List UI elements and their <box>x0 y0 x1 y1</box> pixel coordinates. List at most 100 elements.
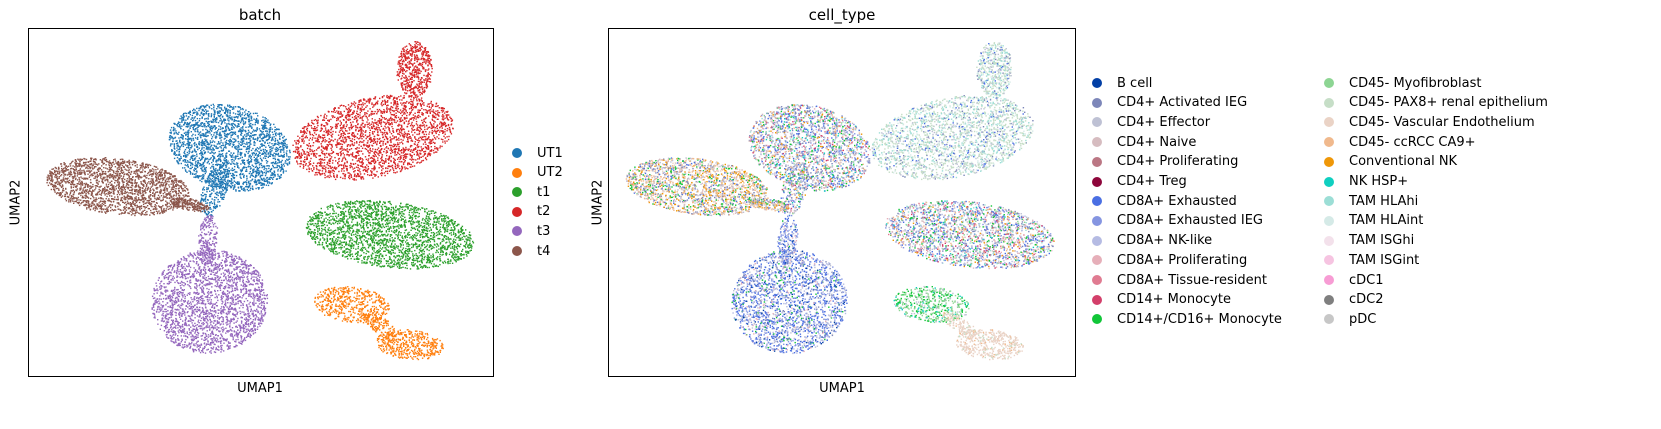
legend-marker-icon <box>1324 314 1334 325</box>
legend-label: Conventional NK <box>1349 154 1457 169</box>
batch-legend-item: t4 <box>512 243 550 259</box>
cell-type-cluster <box>885 200 1055 270</box>
legend-marker-icon <box>1324 294 1334 305</box>
legend-label: UT2 <box>537 165 563 180</box>
cell-type-legend-item: CD8A+ Exhausted <box>1092 193 1237 209</box>
legend-label: CD8A+ Proliferating <box>1117 253 1247 268</box>
legend-marker-icon <box>512 206 522 217</box>
legend-marker-icon <box>1092 196 1102 207</box>
cell-type-cluster <box>942 312 978 338</box>
legend-label: CD45- Myofibroblast <box>1349 76 1481 91</box>
legend-label: CD14+ Monocyte <box>1117 292 1231 307</box>
cell-type-legend-item: cDC1 <box>1324 272 1384 288</box>
batch-x-axis-label: UMAP1 <box>160 381 360 396</box>
cell-type-legend-item: CD45- PAX8+ renal epithelium <box>1324 95 1548 111</box>
legend-label: cDC2 <box>1349 292 1384 307</box>
legend-marker-icon <box>1092 215 1102 226</box>
cell-type-legend-item: cDC2 <box>1324 292 1384 308</box>
legend-label: CD4+ Treg <box>1117 174 1187 189</box>
legend-label: pDC <box>1349 312 1376 327</box>
batch-y-axis-label: UMAP2 <box>9 163 24 243</box>
cell-type-legend-item: CD8A+ Tissue-resident <box>1092 272 1267 288</box>
legend-marker-icon <box>1092 137 1102 148</box>
legend-label: UT1 <box>537 146 563 161</box>
batch-cluster <box>314 286 390 324</box>
legend-label: TAM HLAint <box>1349 213 1423 228</box>
cell-type-legend-item: TAM ISGint <box>1324 252 1419 268</box>
legend-marker-icon <box>1092 176 1102 187</box>
cell-type-plot-title: cell_type <box>742 6 942 24</box>
batch-legend: UT1 UT2 t1 t2 t3 t4 <box>512 145 582 265</box>
cell-type-legend-item: B cell <box>1092 75 1152 91</box>
batch-legend-item: t2 <box>512 204 550 220</box>
legend-marker-icon <box>1324 78 1334 88</box>
cell-type-cluster <box>871 95 1034 181</box>
legend-marker-icon <box>1092 156 1102 167</box>
legend-label: t4 <box>537 244 550 259</box>
legend-label: CD8A+ Exhausted IEG <box>1117 213 1263 228</box>
batch-legend-item: UT1 <box>512 145 563 161</box>
cell-type-legend-item: CD8A+ Exhausted IEG <box>1092 213 1263 229</box>
cell-type-cluster <box>625 157 769 217</box>
cell-type-scatter-plot <box>608 28 1076 377</box>
legend-marker-icon <box>1324 196 1334 207</box>
legend-marker-icon <box>1092 235 1102 246</box>
cell-type-cluster <box>956 329 1024 361</box>
batch-cluster <box>169 196 210 213</box>
legend-marker-icon <box>1324 275 1334 285</box>
legend-label: CD4+ Proliferating <box>1117 154 1238 169</box>
legend-marker-icon <box>1324 255 1334 266</box>
legend-marker-icon <box>512 148 522 158</box>
cell-type-legend-item: CD8A+ NK-like <box>1092 233 1212 249</box>
legend-label: B cell <box>1117 76 1152 91</box>
batch-cluster <box>197 214 219 265</box>
cell-type-legend-item: CD8A+ Proliferating <box>1092 252 1247 268</box>
batch-scatter-plot <box>28 28 494 377</box>
batch-cluster <box>396 41 433 98</box>
cell-type-cluster <box>976 42 1012 98</box>
legend-label: TAM ISGhi <box>1349 233 1414 248</box>
legend-label: NK HSP+ <box>1349 174 1408 189</box>
legend-label: CD4+ Naive <box>1117 135 1196 150</box>
batch-cluster <box>46 157 190 217</box>
cell-type-legend-item: CD45- Vascular Endothelium <box>1324 114 1535 130</box>
legend-label: CD4+ Activated IEG <box>1117 95 1247 110</box>
legend-label: CD4+ Effector <box>1117 115 1210 130</box>
cell-type-cluster <box>776 214 799 265</box>
cell-type-x-axis-label: UMAP1 <box>742 381 942 396</box>
legend-marker-icon <box>1324 215 1334 226</box>
legend-marker-icon <box>1092 97 1102 108</box>
legend-label: CD45- ccRCC CA9+ <box>1349 135 1476 150</box>
batch-cluster <box>292 94 454 181</box>
legend-label: CD8A+ NK-like <box>1117 233 1212 248</box>
batch-cluster <box>199 163 230 218</box>
batch-cluster <box>168 103 291 192</box>
cell-type-legend-item: Conventional NK <box>1324 154 1457 170</box>
cell-type-legend-item: TAM HLAhi <box>1324 193 1418 209</box>
cell-type-legend-item: pDC <box>1324 311 1376 327</box>
legend-marker-icon <box>512 167 522 178</box>
legend-marker-icon <box>1324 137 1334 148</box>
legend-label: TAM ISGint <box>1349 253 1419 268</box>
legend-marker-icon <box>1092 78 1102 88</box>
legend-label: t2 <box>537 204 550 219</box>
legend-label: TAM HLAhi <box>1349 194 1418 209</box>
legend-marker-icon <box>512 226 522 237</box>
cell-type-legend-item: NK HSP+ <box>1324 174 1408 190</box>
legend-marker-icon <box>1092 275 1102 285</box>
cell-type-legend-item: CD45- ccRCC CA9+ <box>1324 134 1476 150</box>
cell-type-legend: B cell CD4+ Activated IEG CD4+ Effector CD4… <box>1092 75 1652 335</box>
cell-type-cluster <box>748 104 871 192</box>
cell-type-legend-item: CD4+ Effector <box>1092 114 1210 130</box>
legend-marker-icon <box>1092 314 1102 325</box>
cell-type-legend-item: TAM ISGhi <box>1324 233 1414 249</box>
cell-type-legend-item: CD4+ Treg <box>1092 174 1187 190</box>
batch-plot-title: batch <box>160 6 360 24</box>
legend-marker-icon <box>1324 176 1334 187</box>
cell-type-y-axis-label: UMAP2 <box>591 163 606 243</box>
cell-type-legend-item: CD14+ Monocyte <box>1092 292 1231 308</box>
legend-label: CD45- PAX8+ renal epithelium <box>1349 95 1548 110</box>
cell-type-legend-item: CD14+/CD16+ Monocyte <box>1092 311 1282 327</box>
cell-type-cluster <box>893 285 970 324</box>
cell-type-legend-item: TAM HLAint <box>1324 213 1423 229</box>
